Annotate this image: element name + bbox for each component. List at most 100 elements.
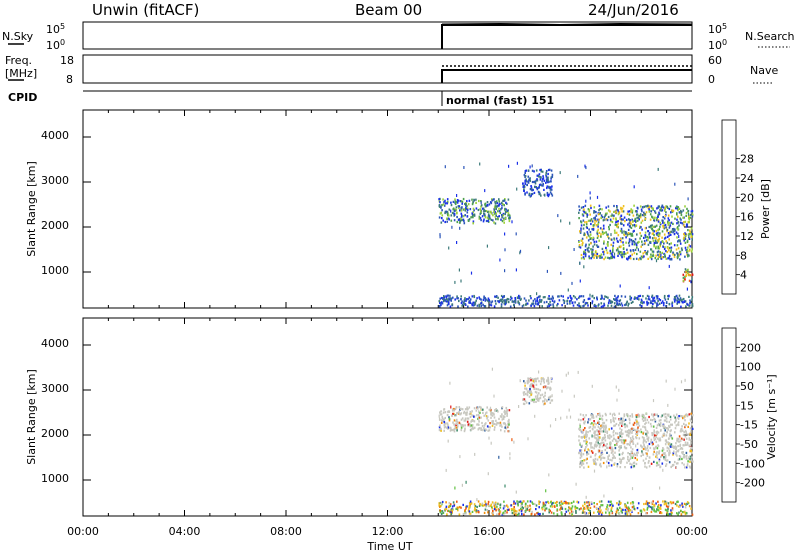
scatter-cell bbox=[451, 414, 453, 417]
scatter-cell bbox=[458, 205, 461, 208]
scatter-cell bbox=[458, 421, 461, 424]
scatter-cell bbox=[617, 213, 620, 216]
scatter-cell bbox=[459, 455, 461, 459]
scatter-cell bbox=[657, 509, 660, 512]
scatter-cell bbox=[443, 298, 445, 301]
scatter-cell bbox=[596, 298, 598, 301]
scatter-cell bbox=[617, 234, 620, 237]
scatter-cell bbox=[681, 447, 684, 450]
scatter-cell bbox=[506, 414, 508, 417]
scatter-cell bbox=[669, 233, 672, 236]
scatter-cell bbox=[529, 179, 531, 182]
scatter-cell bbox=[615, 211, 617, 214]
scatter-cell bbox=[438, 204, 441, 207]
scatter-cell bbox=[595, 445, 597, 448]
scatter-cell bbox=[543, 188, 545, 191]
scatter-cell bbox=[609, 218, 612, 221]
scatter-cell bbox=[668, 437, 670, 440]
scatter-cell bbox=[641, 302, 644, 305]
scatter-cell bbox=[533, 180, 535, 184]
scatter-cell bbox=[614, 456, 616, 459]
scatter-cell bbox=[548, 473, 550, 477]
scatter-cell bbox=[662, 226, 665, 229]
colorbar-tick-label: -100 bbox=[740, 457, 765, 470]
scatter-cell bbox=[676, 296, 679, 299]
scatter-cell bbox=[501, 220, 504, 223]
scatter-cell bbox=[582, 256, 585, 259]
scatter-cell bbox=[601, 430, 603, 433]
scatter-cell bbox=[454, 202, 457, 205]
scatter-cell bbox=[644, 462, 646, 465]
scatter-cell bbox=[468, 502, 471, 505]
scatter-cell bbox=[502, 296, 504, 299]
scatter-cell bbox=[674, 228, 676, 232]
scatter-cell bbox=[678, 211, 681, 214]
scatter-cell bbox=[507, 198, 510, 201]
scatter-cell bbox=[607, 233, 609, 236]
scatter-cell bbox=[632, 442, 635, 445]
scatter-cell bbox=[668, 443, 671, 446]
scatter-cell bbox=[462, 301, 465, 304]
scatter-cell bbox=[549, 505, 552, 508]
scatter-cell bbox=[550, 188, 553, 191]
scatter-cell bbox=[588, 511, 591, 515]
scatter-cell bbox=[672, 453, 674, 456]
scatter-cell bbox=[513, 440, 515, 444]
scatter-cell bbox=[494, 202, 497, 205]
scatter-cell bbox=[653, 447, 656, 450]
scatter-cell bbox=[631, 501, 634, 504]
scatter-cell bbox=[633, 229, 635, 232]
scatter-cell bbox=[687, 271, 689, 274]
scatter-cell bbox=[669, 224, 672, 227]
scatter-cell bbox=[603, 258, 605, 261]
scatter-cell bbox=[658, 507, 661, 510]
scatter-cell bbox=[603, 242, 605, 245]
scatter-cell bbox=[623, 441, 626, 444]
colorbar-tick-label: 100 bbox=[740, 361, 761, 374]
scatter-cell bbox=[667, 247, 669, 250]
scatter-cell bbox=[620, 214, 622, 217]
scatter-cell bbox=[612, 453, 614, 456]
scatter-cell bbox=[582, 462, 585, 465]
scatter-cell bbox=[679, 298, 682, 301]
scatter-cell bbox=[516, 187, 518, 191]
scatter-cell bbox=[512, 300, 515, 303]
scatter-cell bbox=[658, 213, 661, 216]
scatter-cell bbox=[611, 459, 613, 462]
scatter-cell bbox=[664, 214, 667, 217]
scatter-cell bbox=[587, 208, 590, 211]
scatter-cell bbox=[607, 209, 610, 212]
scatter-cell bbox=[685, 512, 688, 515]
scatter-cell bbox=[584, 435, 586, 439]
scatter-cell bbox=[656, 433, 658, 436]
scatter-cell bbox=[460, 209, 463, 212]
scatter-cell bbox=[665, 464, 667, 467]
scatter-cell bbox=[631, 506, 634, 509]
scatter-cell bbox=[452, 429, 454, 432]
scatter-cell bbox=[621, 210, 623, 213]
scatter-cell bbox=[670, 443, 673, 446]
scatter-cell bbox=[629, 232, 632, 235]
scatter-cell bbox=[460, 219, 462, 222]
scatter-cell bbox=[625, 218, 628, 221]
scatter-cell bbox=[577, 174, 579, 178]
scatter-cell bbox=[626, 251, 629, 254]
scatter-cell bbox=[597, 225, 599, 228]
scatter-cell bbox=[523, 174, 526, 177]
scatter-cell bbox=[524, 381, 526, 384]
scatter-cell bbox=[676, 236, 678, 239]
scatter-cell bbox=[535, 377, 537, 380]
scatter-cell bbox=[482, 504, 485, 507]
scatter-cell bbox=[453, 412, 455, 415]
scatter-cell bbox=[656, 251, 659, 254]
scatter-cell bbox=[587, 448, 589, 451]
scatter-cell bbox=[671, 210, 674, 213]
scatter-cell bbox=[646, 294, 649, 297]
scatter-cell bbox=[570, 501, 573, 505]
scatter-cell bbox=[674, 300, 676, 303]
scatter-cell bbox=[597, 221, 600, 224]
scatter-cell bbox=[685, 413, 688, 416]
scatter-cell bbox=[683, 502, 686, 505]
scatter-cell bbox=[448, 416, 450, 419]
scatter-cell bbox=[654, 437, 657, 440]
